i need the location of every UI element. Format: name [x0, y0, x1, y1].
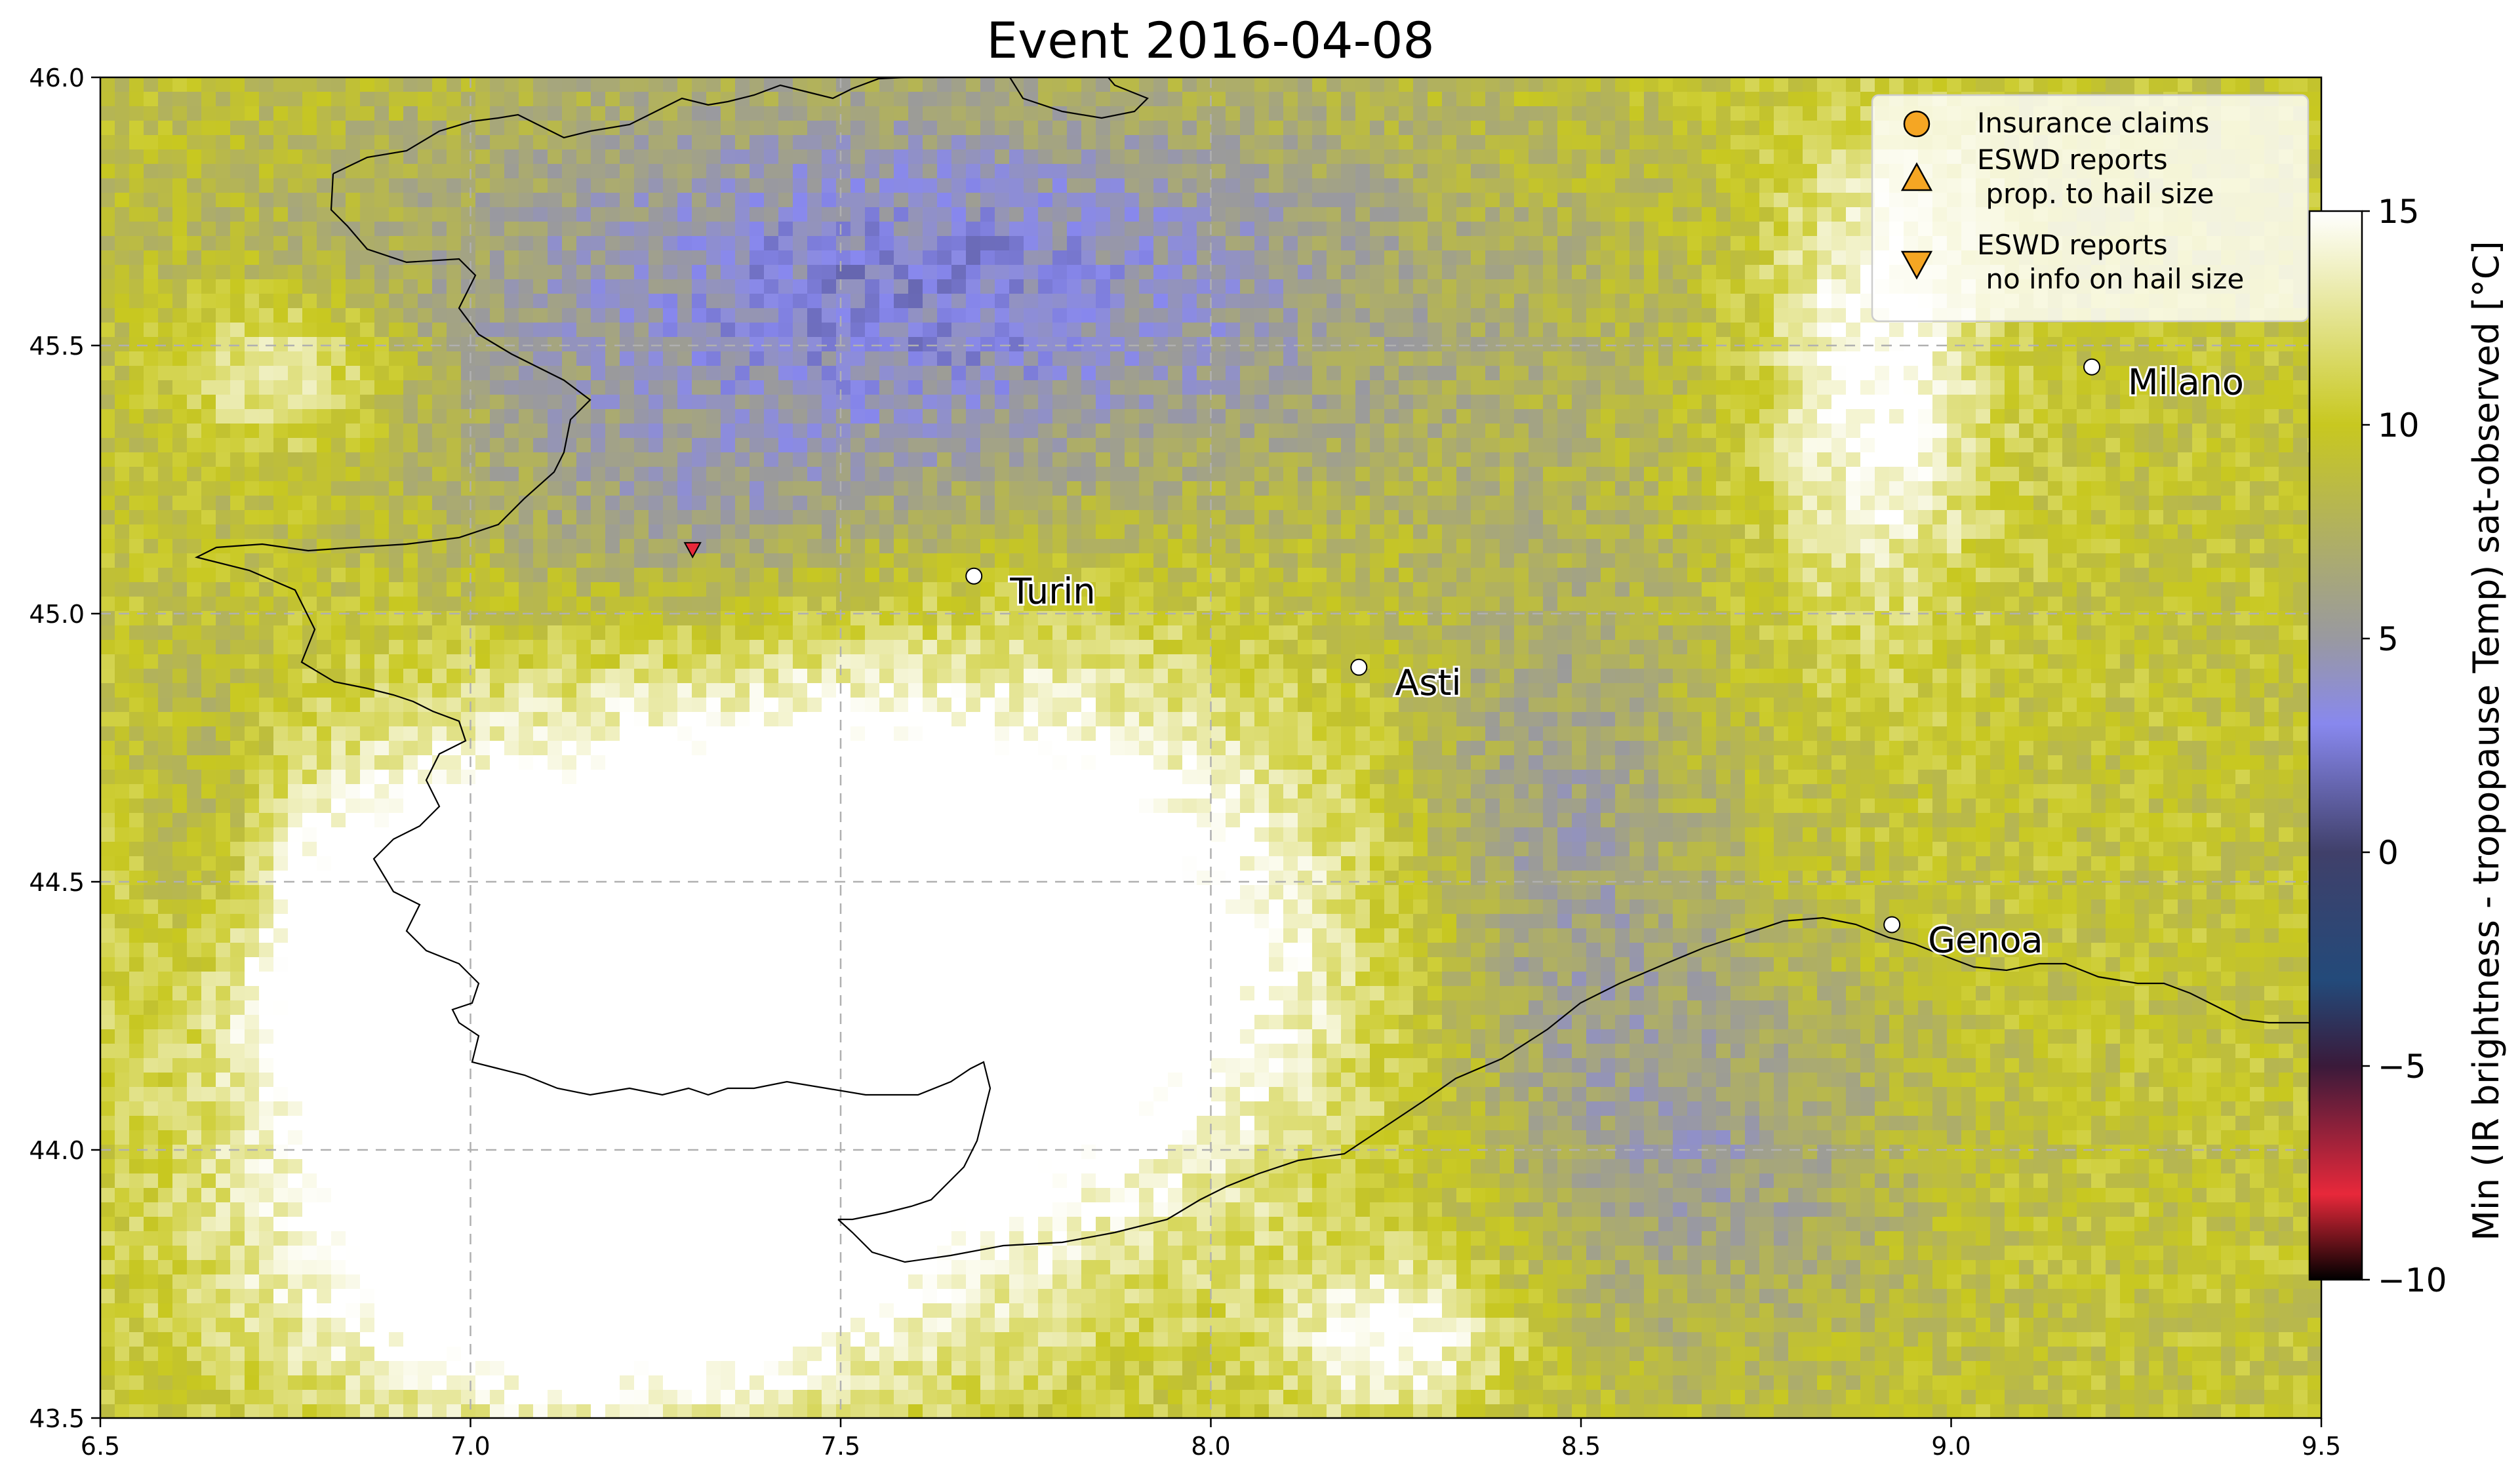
legend-label: Insurance claims — [1977, 107, 2209, 139]
border-france-italy — [194, 173, 991, 1221]
y-tick-label: 46.0 — [29, 64, 85, 92]
event-markers — [683, 542, 702, 559]
x-tick-label: 8.5 — [1561, 1432, 1601, 1461]
x-tick-label: 6.5 — [81, 1432, 120, 1461]
legend-box — [1871, 94, 2310, 323]
y-axis-ticks: 43.5 44.0 44.5 45.0 45.5 46.0 — [29, 64, 100, 1433]
border-north-east — [1009, 77, 1149, 119]
legend: Insurance claims ESWD reports prop. to ha… — [1871, 94, 2310, 323]
border-swiss-italy — [332, 77, 944, 174]
x-tick-label: 8.0 — [1191, 1432, 1230, 1461]
city-label-halo: Asti — [1395, 662, 1461, 703]
x-tick-label: 9.5 — [2302, 1432, 2341, 1461]
y-tick-label: 45.0 — [29, 600, 85, 629]
colorbar-label: Min (IR brightness - tropopause Temp) sa… — [2466, 241, 2507, 1240]
legend-marker-triangle-up — [1900, 162, 1933, 191]
y-tick-label: 44.0 — [29, 1136, 85, 1165]
city-label-halo: Milano — [2128, 362, 2244, 403]
city-label: Turin — [1009, 571, 1095, 612]
y-tick-label: 43.5 — [29, 1404, 85, 1433]
legend-marker-triangle-down — [1900, 250, 1933, 280]
country-borders — [194, 77, 2321, 1263]
city-marker — [965, 567, 983, 585]
legend-label: ESWD reports no info on hail size — [1977, 229, 2244, 295]
city-marker — [1883, 916, 1901, 934]
city-label: Genoa — [1928, 919, 2043, 960]
x-tick-label: 7.0 — [450, 1432, 490, 1461]
map-gridlines — [100, 77, 2321, 1418]
legend-label: ESWD reports prop. to hail size — [1977, 144, 2214, 210]
legend-marker-circle — [1903, 110, 1930, 138]
y-tick-label: 44.5 — [29, 868, 85, 897]
eswd-report-marker — [683, 542, 702, 559]
y-tick-label: 45.5 — [29, 332, 85, 361]
city-label-halo: Genoa — [1928, 919, 2043, 960]
colorbar-ticks: −10 −5 0 5 10 15 — [2362, 193, 2447, 1299]
colorbar-tick-label: 10 — [2378, 406, 2420, 444]
x-tick-label: 9.0 — [1931, 1432, 1970, 1461]
colorbar-tick-label: 5 — [2378, 620, 2399, 658]
colorbar-gradient — [2308, 210, 2363, 1281]
x-tick-label: 7.5 — [821, 1432, 860, 1461]
city-label: Asti — [1395, 662, 1461, 703]
colorbar-tick-label: 15 — [2378, 193, 2420, 231]
city-marker — [2083, 358, 2101, 376]
city-marker — [1350, 658, 1368, 676]
colorbar-tick-label: −10 — [2378, 1261, 2447, 1299]
colorbar: −10 −5 0 5 10 15 Min (IR brightness - tropopa… — [2308, 193, 2507, 1299]
chart-title: Event 2016-04-08 — [986, 11, 1435, 69]
colorbar-tick-label: 0 — [2378, 834, 2399, 872]
colorbar-tick-label: −5 — [2378, 1048, 2426, 1086]
coastline-ligurian — [837, 917, 2321, 1263]
x-axis-ticks: 6.5 7.0 7.5 8.0 8.5 9.0 9.5 — [81, 1418, 2341, 1461]
city-label: Milano — [2128, 362, 2244, 403]
city-label-halo: Turin — [1009, 571, 1095, 612]
